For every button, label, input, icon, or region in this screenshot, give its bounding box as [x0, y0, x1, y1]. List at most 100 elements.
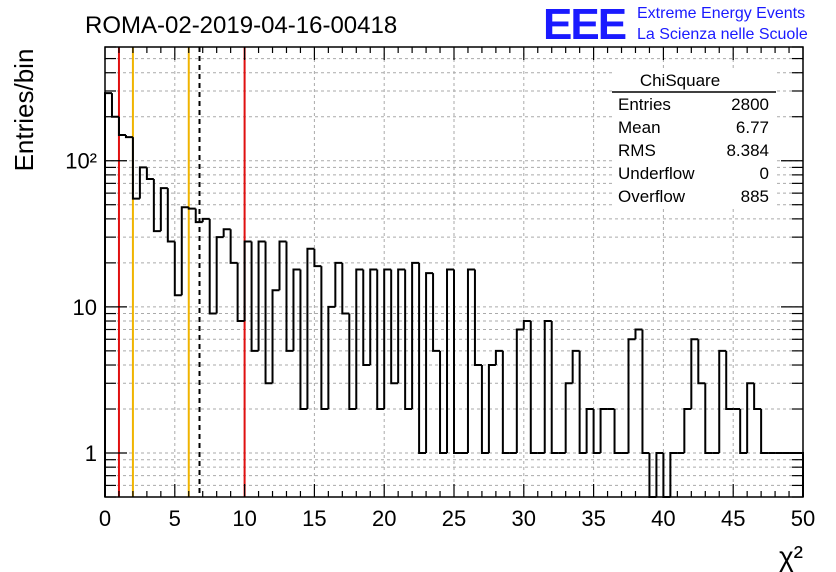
histogram-bin: [690, 338, 699, 410]
y-tick-label: 1: [85, 441, 97, 466]
histogram-bin: [453, 269, 461, 455]
histogram-bin: [124, 134, 133, 139]
stats-row-label: Mean: [618, 118, 661, 137]
histogram-bin: [425, 272, 434, 454]
histogram-bin: [578, 350, 587, 455]
histogram-bin: [529, 321, 538, 455]
histogram-bin: [334, 261, 343, 307]
histogram-bin: [117, 116, 126, 136]
histogram-bin: [418, 262, 427, 455]
histogram-bin: [250, 241, 259, 352]
histogram-bin: [473, 269, 482, 367]
histogram-bin: [704, 383, 713, 455]
histogram-bin: [494, 349, 503, 366]
x-tick-label: 35: [581, 506, 605, 531]
histogram-bin: [306, 247, 315, 410]
histogram-bins: [104, 92, 804, 498]
histogram-bin: [285, 241, 294, 352]
histogram-bin: [208, 218, 217, 315]
histogram-bin: [355, 268, 364, 410]
histogram-bin: [564, 382, 573, 454]
histogram-bin: [152, 178, 161, 233]
histogram-bin: [725, 350, 734, 411]
histogram-bin: [271, 289, 280, 384]
histogram-bin: [466, 268, 475, 454]
histogram-bin: [446, 268, 454, 454]
histogram-bin: [753, 383, 762, 411]
histogram-bin: [571, 349, 580, 384]
histogram-bin: [278, 240, 287, 291]
histogram-bin: [760, 409, 769, 455]
x-tick-label: 40: [651, 506, 675, 531]
x-tick-label: 10: [232, 506, 256, 531]
y-tick-labels: 1 10 10²: [65, 149, 97, 466]
histogram-bin: [383, 268, 392, 410]
histogram-bin: [515, 328, 524, 454]
histogram-bin: [110, 93, 119, 118]
histogram-bin: [173, 241, 182, 297]
histogram-bin: [522, 320, 531, 330]
histogram-bin: [411, 261, 420, 410]
histogram-bin: [613, 409, 622, 455]
histogram-bin: [159, 187, 168, 232]
histogram-bin: [131, 137, 140, 200]
stats-row-label: Underflow: [618, 164, 695, 183]
stats-row-label: Overflow: [618, 187, 686, 206]
histogram-bin: [439, 350, 448, 455]
histogram-bin: [313, 248, 322, 268]
histogram-bin: [697, 339, 706, 385]
stats-row-value: 885: [741, 187, 769, 206]
x-tick-label: 5: [169, 506, 181, 531]
stats-box-rows: Entries 2800 Mean 6.77 RMS 8.384 Underflow 0 Ove…: [618, 95, 769, 206]
histogram-bin: [683, 408, 692, 454]
x-axis-label: χ²: [779, 541, 803, 572]
histogram-bin: [641, 329, 650, 455]
histogram-bin: [166, 188, 175, 243]
histogram-bin: [376, 269, 385, 411]
histogram-bin: [236, 262, 245, 323]
histogram-bin: [257, 240, 266, 351]
histogram-bin: [718, 349, 727, 454]
histogram-bin: [138, 166, 147, 199]
stats-row-value: 6.77: [736, 118, 769, 137]
histogram-bin: [599, 408, 608, 454]
histogram-bin: [480, 365, 489, 455]
axis-ticks: [104, 46, 804, 498]
histogram-bin: [215, 236, 224, 314]
eee-logo-line2: La Scienza nelle Scuole: [637, 26, 808, 43]
histogram-bin: [341, 262, 350, 315]
histogram-bin: [432, 273, 441, 352]
chart-title: ROMA-02-2019-04-16-00418: [85, 12, 397, 39]
histogram-bin: [655, 452, 664, 497]
histogram-bin: [104, 92, 112, 497]
eee-logo-letters: EEE: [543, 0, 626, 49]
histogram-bin: [327, 305, 336, 410]
stats-box-title: ChiSquare: [640, 71, 720, 90]
x-tick-label: 30: [512, 506, 536, 531]
stats-box-background: [612, 70, 776, 206]
histogram-bin: [299, 269, 308, 411]
x-tick-label: 20: [372, 506, 396, 531]
histogram-bin: [187, 207, 196, 210]
stats-box: ChiSquare Entries 2800 Mean 6.77 RMS 8.384 Und…: [612, 70, 776, 206]
histogram-bin: [390, 269, 399, 385]
x-tick-label: 50: [791, 506, 815, 531]
x-tick-label: 0: [99, 506, 111, 531]
histogram-bin: [746, 382, 755, 454]
histogram-bin: [585, 408, 594, 454]
stats-row-label: Entries: [618, 95, 671, 114]
histogram-bin: [550, 321, 559, 455]
histogram-bin: [201, 217, 210, 223]
histogram-bin: [369, 268, 378, 366]
histogram-bin: [739, 409, 748, 455]
x-tick-label: 45: [721, 506, 745, 531]
x-tick-labels: 0 5 10 15 20 25 30 35 40 45 50: [99, 506, 815, 531]
histogram-bin: [348, 313, 357, 411]
eee-logo: EEE Extreme Energy Events La Scienza nel…: [543, 0, 808, 49]
stats-row-label: RMS: [618, 141, 656, 160]
histogram-bin: [145, 167, 154, 180]
histogram-bin: [180, 206, 189, 296]
stats-row-value: 0: [760, 164, 769, 183]
histogram-bin: [501, 350, 510, 455]
